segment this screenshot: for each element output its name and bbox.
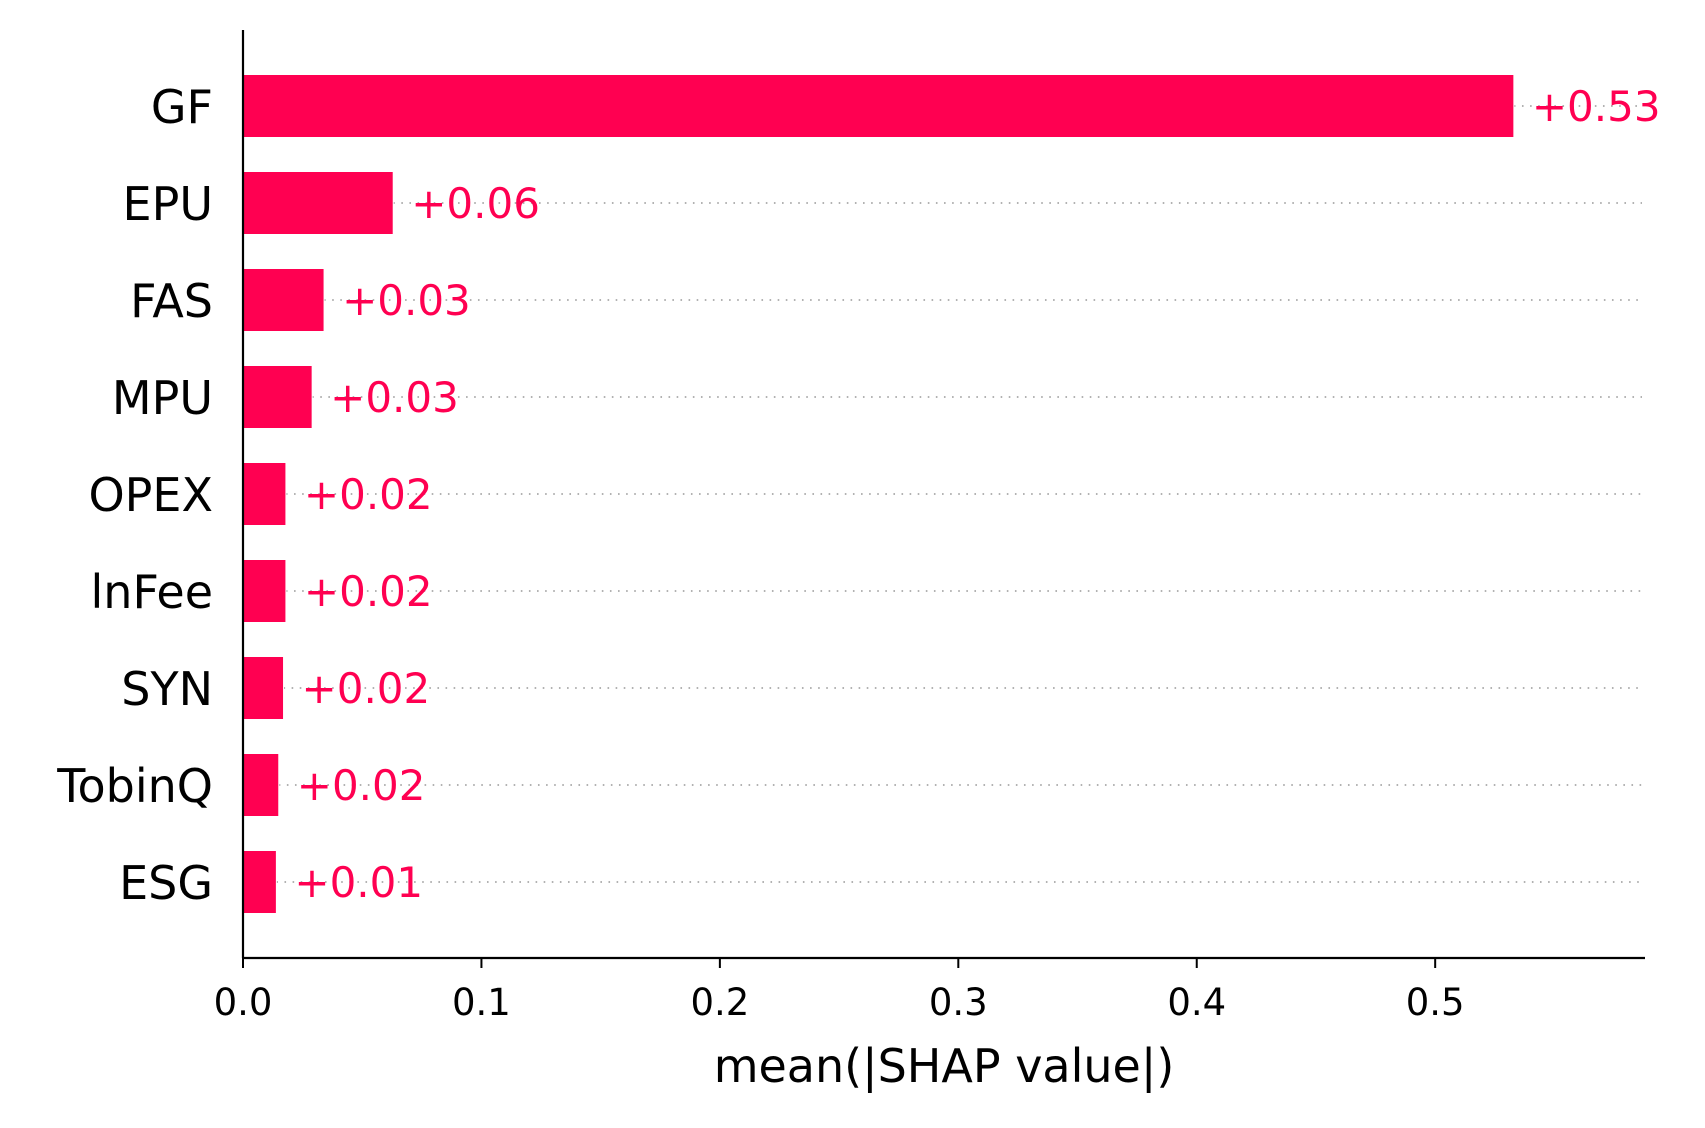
axes <box>241 30 1645 960</box>
x-ticks: 0.0 0.1 0.2 0.3 0.4 0.5 <box>214 958 1465 1024</box>
feature-label-TobinQ: TobinQ <box>56 759 213 813</box>
guide-lines <box>276 105 1642 883</box>
value-label-MPU: +0.03 <box>330 373 459 422</box>
value-label-FAS: +0.03 <box>342 276 471 325</box>
bar-lnFee <box>242 559 287 623</box>
x-tick-label-0.0: 0.0 <box>214 981 273 1024</box>
x-tick-label-0.3: 0.3 <box>929 981 988 1024</box>
bar-SYN <box>242 656 285 720</box>
x-tick-label-0.4: 0.4 <box>1167 981 1226 1024</box>
value-label-SYN: +0.02 <box>302 664 431 713</box>
x-tick-label-0.5: 0.5 <box>1406 981 1465 1024</box>
bars <box>242 74 1515 914</box>
value-label-GF: +0.53 <box>1532 82 1661 131</box>
value-label-TobinQ: +0.02 <box>297 761 426 810</box>
value-label-lnFee: +0.02 <box>304 567 433 616</box>
bar-GF <box>242 74 1515 138</box>
feature-label-SYN: SYN <box>121 662 213 716</box>
value-label-EPU: +0.06 <box>411 179 540 228</box>
bar-EPU <box>242 171 394 235</box>
feature-label-EPU: EPU <box>123 177 213 231</box>
feature-label-GF: GF <box>151 80 213 134</box>
bar-MPU <box>242 365 313 429</box>
value-label-ESG: +0.01 <box>294 858 423 907</box>
feature-labels: GF EPU FAS MPU OPEX lnFee SYN TobinQ ESG <box>56 80 213 910</box>
x-axis-title: mean(|SHAP value|) <box>714 1039 1175 1094</box>
value-labels: +0.53 +0.06 +0.03 +0.03 +0.02 +0.02 +0.02 +0.02… <box>294 82 1660 907</box>
x-tick-label-0.1: 0.1 <box>452 981 511 1024</box>
feature-label-MPU: MPU <box>112 371 213 425</box>
value-label-OPEX: +0.02 <box>304 470 433 519</box>
bar-TobinQ <box>242 753 280 817</box>
bar-FAS <box>242 268 325 332</box>
x-tick-label-0.2: 0.2 <box>690 981 749 1024</box>
feature-label-lnFee: lnFee <box>91 565 213 619</box>
feature-label-ESG: ESG <box>119 856 213 910</box>
feature-label-FAS: FAS <box>130 274 213 328</box>
feature-label-OPEX: OPEX <box>88 468 213 522</box>
bar-OPEX <box>242 462 287 526</box>
bar-ESG <box>242 850 277 914</box>
